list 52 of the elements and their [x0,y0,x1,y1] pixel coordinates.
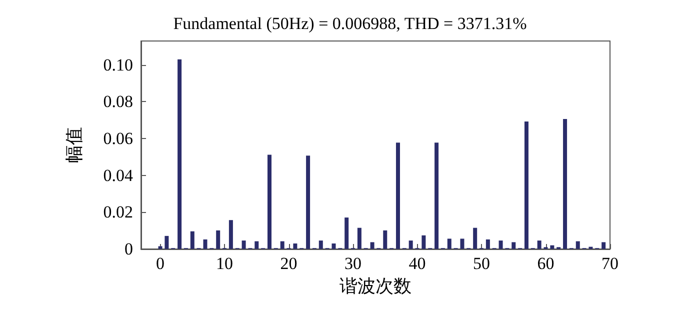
bar [396,142,400,249]
bar [254,241,259,249]
bar [422,235,426,249]
bar [293,243,298,249]
bar [408,240,413,249]
bar [203,239,208,249]
y-tick-label: 0.08 [103,92,133,112]
x-tick-label: 70 [602,254,618,273]
y-tick-label: 0 [124,240,133,258]
bar [486,239,490,249]
chart-title: Fundamental (50Hz) = 0.006988, THD = 3371.31% [173,14,527,33]
x-axis-title: 谐波次数 [340,276,412,296]
y-tick-label: 0.10 [103,55,133,74]
x-tick-label: 10 [216,254,234,273]
bar [370,242,374,249]
bar [242,240,246,249]
y-tick-label: 0.04 [103,166,134,185]
x-tick-label: 20 [280,254,298,273]
bar [383,230,388,249]
y-axis-title: 幅值 [64,127,84,163]
bar [576,241,580,249]
bar [332,243,336,249]
bar [524,121,528,249]
x-tick-label: 50 [473,254,490,273]
bar [190,231,194,249]
bar [512,242,516,249]
bar [473,228,478,249]
bar [164,236,169,249]
bar [602,242,606,249]
bar [434,142,439,249]
bar [267,154,272,249]
bar [158,246,162,249]
bar [280,241,284,249]
bar [537,240,542,249]
x-tick-label: 60 [537,254,554,273]
x-tick-label: 0 [156,254,165,273]
x-tick-label: 40 [408,254,426,273]
bar [563,119,568,249]
x-tick-label: 30 [344,254,362,273]
bar [357,228,362,249]
bar [447,238,452,249]
bar [216,230,220,249]
y-tick-label: 0.02 [103,202,133,222]
bar [460,238,464,249]
bar [344,218,349,249]
bar [318,240,323,249]
y-tick-label: 0.06 [103,129,133,148]
bar [306,156,310,249]
bar [228,220,233,249]
bar [498,240,503,249]
bar [178,59,182,249]
bar [550,245,554,249]
